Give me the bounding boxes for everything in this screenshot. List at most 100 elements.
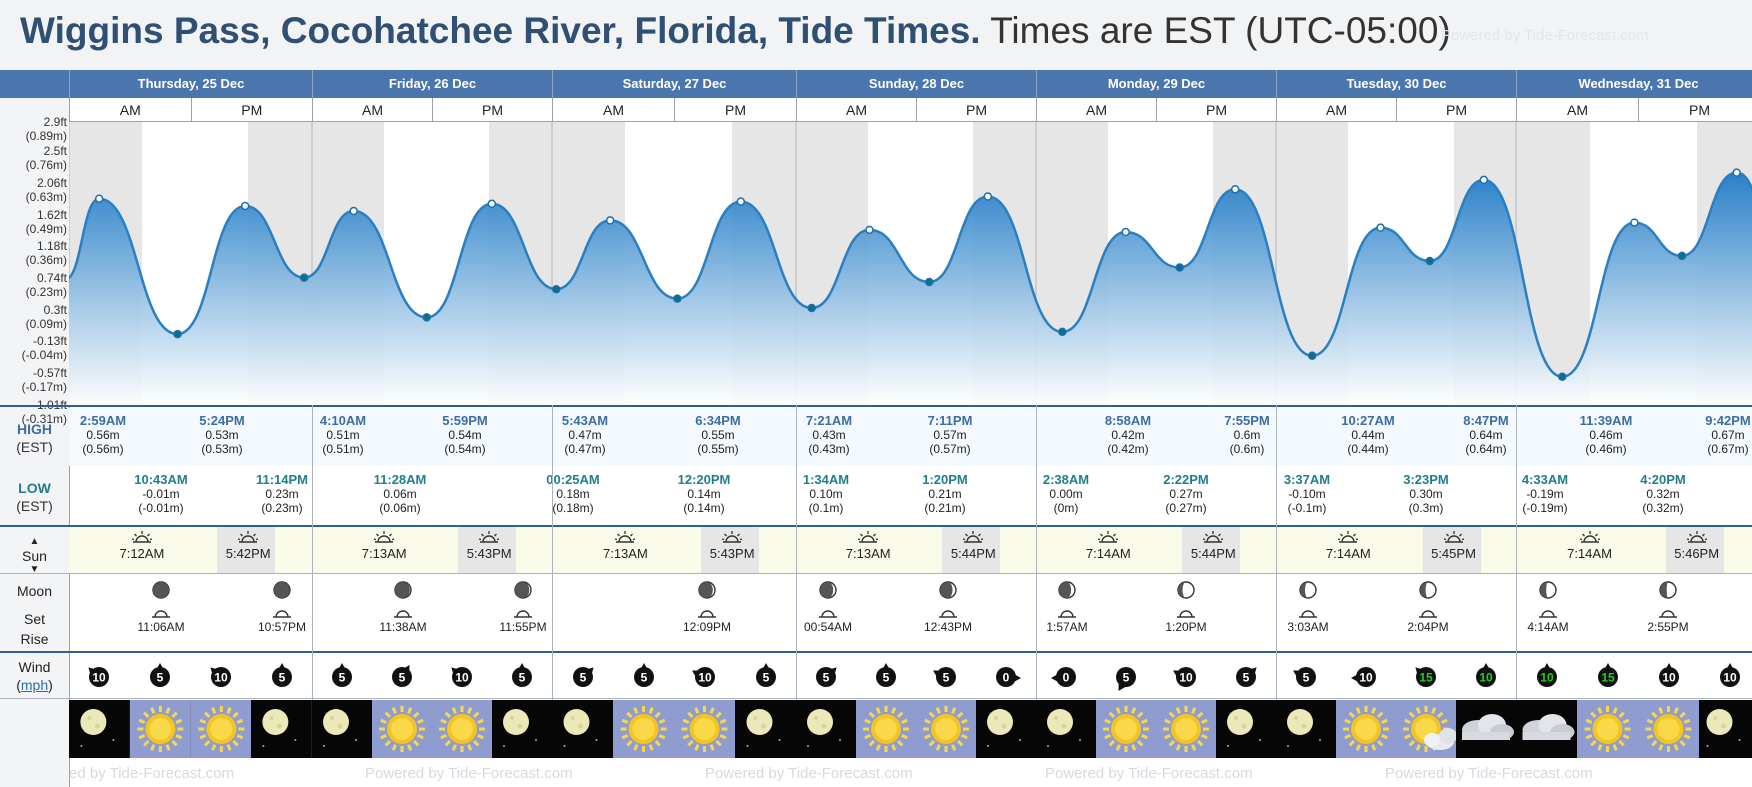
wind-indicator: 5 [755, 663, 776, 687]
high-meters: 0.56m [86, 428, 120, 442]
high-time: 10:27AM [1341, 413, 1395, 428]
wind-indicator: 5 [512, 663, 532, 687]
weather-cell [613, 700, 674, 758]
weather-cell [372, 700, 432, 758]
wind-indicator: 10 [691, 667, 715, 687]
sunset-time: 5:42PM [225, 546, 271, 561]
moon-time: 2:04PM [1407, 620, 1449, 634]
wind-speed: 10 [1359, 671, 1373, 685]
low-meters: -0.01m [142, 487, 180, 501]
moonrise-icon [939, 610, 957, 618]
sunrise-time: 7:13AM [361, 546, 407, 561]
sunrise-time: 7:14AM [1567, 546, 1612, 561]
powered-by-watermark: Powered by Tide-Forecast.com [705, 765, 913, 782]
sunrise-cell: 7:13AM [595, 530, 655, 561]
high-time: 8:47PM [1463, 413, 1509, 428]
sunset-cell: 5:43PM [702, 530, 762, 561]
sunny-icon [674, 700, 735, 758]
high-est-label: (EST) [16, 439, 53, 455]
sunset-highlight [942, 527, 1001, 573]
moon-phase-icon [1539, 581, 1557, 599]
wind-speed: 10 [1479, 671, 1493, 685]
high-time: 9:42PM [1705, 413, 1751, 428]
high-meters: 0.57m [933, 428, 967, 442]
sunset-time: 5:44PM [1190, 546, 1236, 561]
moonrise-icon [1177, 610, 1195, 618]
moon-cell: 4:14AM [1518, 580, 1578, 634]
sunset-icon [238, 531, 259, 543]
weather-cell [1336, 700, 1396, 758]
low-tide-cell: 10:43AM -0.01m (-0.01m) [121, 473, 201, 516]
partly-cloudy-icon [1396, 700, 1457, 758]
low-meters: 0.23m [265, 487, 299, 501]
sunrise-time: 7:14AM [1085, 546, 1131, 561]
wind-speed: 15 [1419, 671, 1433, 685]
weather-cell [69, 700, 130, 758]
sunrise-time: 7:13AM [845, 546, 891, 561]
moon-time: 1:20PM [1165, 620, 1207, 634]
moon-time: 4:14AM [1527, 620, 1569, 634]
wind-speed: 10 [698, 671, 712, 685]
wind-indicator: 5 [933, 667, 956, 687]
high-tide-point [605, 216, 615, 225]
mph-link[interactable]: mph [20, 677, 49, 693]
high-tide-cell: 8:58AM 0.42m (0.42m) [1088, 414, 1168, 457]
low-meters-alt: (0m) [1053, 501, 1079, 515]
sunny-icon [129, 700, 191, 758]
sunset-highlight [1182, 527, 1241, 573]
am-label: AM [1516, 98, 1638, 122]
sunny-icon [190, 700, 252, 758]
high-meters: 0.6m [1233, 428, 1261, 442]
night-moon-icon [1216, 700, 1276, 758]
wind-indicator: 5 [332, 663, 352, 687]
low-meters: 0.14m [687, 487, 721, 501]
high-tide-point [865, 225, 874, 235]
low-meters: 0.00m [1049, 487, 1083, 501]
moon-set-label: Set [0, 610, 69, 628]
sunrise-cell: 7:12AM [112, 530, 172, 561]
am-label: AM [69, 98, 191, 122]
weather-cell [1516, 700, 1577, 758]
wind-speed: 5 [640, 671, 647, 685]
y-tick-label: 0.74ft (0.23m) [25, 271, 67, 300]
sunrise-icon [131, 531, 153, 543]
low-label: LOW [18, 480, 51, 496]
wind-indicator: 5 [392, 665, 412, 687]
night-moon-icon [1276, 700, 1336, 758]
high-meters: 0.53m [205, 428, 239, 442]
day-divider [312, 405, 313, 700]
high-row-bg [69, 408, 1752, 466]
y-tick-label: -0.57ft (-0.17m) [21, 366, 67, 395]
weather-cell [190, 700, 252, 758]
low-tide-point [1307, 351, 1317, 361]
low-time: 4:33AM [1521, 472, 1569, 487]
high-tide-cell: 5:43AM 0.47m (0.47m) [545, 414, 625, 457]
night-moon-icon [251, 700, 312, 758]
wind-speed: 5 [157, 671, 164, 685]
sunset-time: 5:46PM [1674, 546, 1720, 561]
day-divider [552, 405, 553, 700]
high-time: 7:55PM [1224, 413, 1270, 428]
high-meters-alt: (0.43m) [808, 442, 850, 456]
sunset-icon [963, 531, 984, 543]
high-tide-cell: 9:42PM 0.67m (0.67m) [1688, 413, 1752, 457]
moon-phase-icon [152, 581, 170, 599]
sunrise-icon [858, 531, 879, 543]
sunset-icon [721, 531, 743, 543]
low-time: 4:20PM [1640, 472, 1686, 487]
low-time: 2:38AM [1042, 472, 1090, 487]
day-divider [1516, 405, 1517, 700]
rise-label: Rise [20, 631, 49, 647]
low-meters: 0.06m [383, 487, 417, 501]
moon-phase-icon [1419, 581, 1437, 599]
sunrise-icon [1579, 531, 1600, 543]
wind-indicator: 5 [876, 663, 896, 687]
high-meters-alt: (0.44m) [1347, 442, 1389, 456]
moon-phase-icon [273, 581, 291, 599]
sunrise-time: 7:14AM [1325, 546, 1371, 561]
high-tide-cell: 8:47PM 0.64m (0.64m) [1446, 413, 1526, 457]
day-divider [1276, 405, 1277, 700]
moon-time: 2:55PM [1647, 620, 1689, 634]
high-label: HIGH [17, 421, 52, 437]
moonrise-icon [273, 610, 291, 618]
